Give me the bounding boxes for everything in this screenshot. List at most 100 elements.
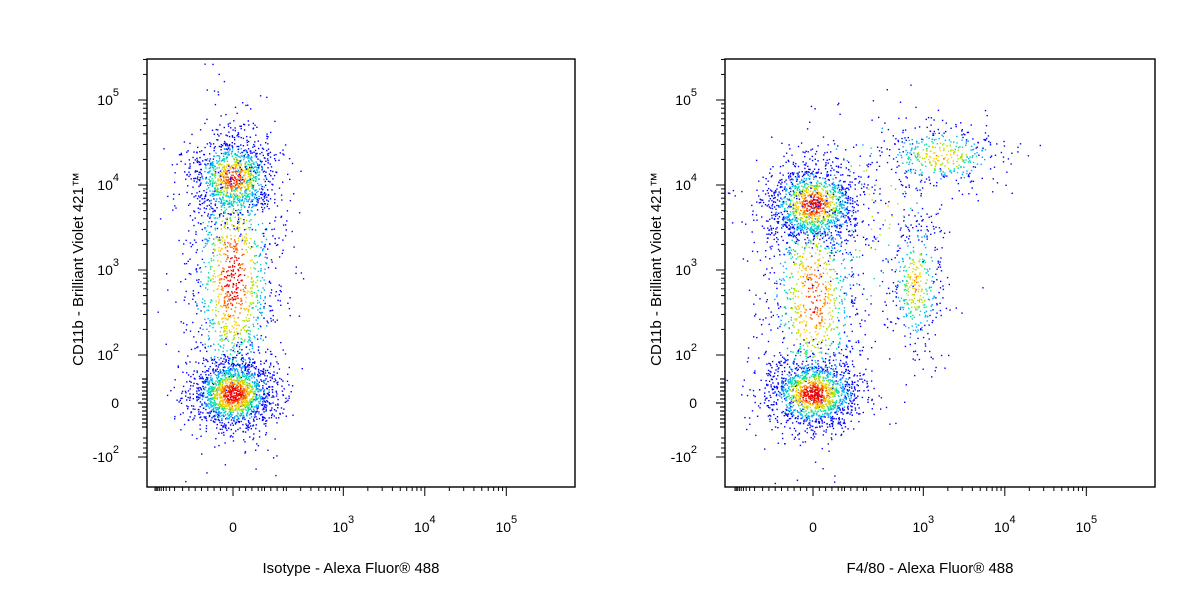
event-point (237, 196, 239, 198)
event-point (266, 149, 268, 152)
event-point (248, 199, 250, 201)
event-point (260, 193, 262, 195)
event-point (241, 268, 243, 270)
event-point (822, 177, 824, 179)
event-point (244, 166, 246, 168)
event-point (224, 396, 226, 399)
event-point (192, 293, 194, 295)
event-point (248, 204, 251, 206)
event-point (233, 317, 235, 319)
event-point (806, 219, 808, 221)
event-point (821, 237, 824, 239)
event-point (250, 409, 253, 411)
event-point (227, 387, 229, 389)
event-point (175, 301, 177, 303)
event-point (263, 157, 266, 159)
event-point (824, 219, 826, 221)
event-point (274, 198, 276, 201)
event-point (250, 159, 253, 161)
event-point (276, 455, 278, 457)
event-point (226, 218, 228, 221)
event-point (211, 243, 214, 245)
event-point (232, 440, 235, 442)
event-point (244, 240, 247, 242)
event-point (219, 369, 221, 371)
event-point (186, 151, 188, 153)
event-point (254, 337, 256, 339)
event-point (240, 200, 243, 202)
event-point (224, 182, 227, 184)
event-point (225, 386, 227, 388)
event-point (243, 405, 245, 407)
event-point (251, 344, 253, 347)
event-point (216, 189, 218, 191)
event-point (255, 397, 257, 399)
event-point (263, 279, 265, 281)
event-point (902, 193, 904, 195)
event-point (282, 380, 284, 382)
event-point (769, 198, 771, 200)
event-point (274, 321, 276, 323)
event-point (241, 385, 243, 387)
event-points (157, 63, 305, 483)
event-point (812, 174, 815, 176)
event-point (253, 242, 255, 244)
event-point (282, 249, 284, 251)
event-point (222, 312, 225, 315)
event-point (243, 290, 245, 293)
event-point (265, 359, 267, 362)
event-point (230, 269, 233, 272)
event-point (207, 317, 209, 320)
event-point (205, 374, 207, 376)
event-point (826, 186, 828, 188)
event-point (856, 195, 858, 198)
event-point (209, 400, 211, 402)
event-point (209, 365, 211, 368)
event-point (225, 200, 227, 202)
event-point (195, 231, 197, 233)
event-point (254, 262, 256, 265)
event-point (245, 149, 247, 151)
event-point (223, 199, 225, 201)
event-point (217, 161, 219, 163)
event-point (230, 373, 233, 376)
event-point (207, 335, 210, 337)
event-point (235, 368, 238, 370)
event-point (854, 223, 856, 226)
event-point (811, 193, 814, 196)
event-point (252, 180, 255, 182)
event-point (232, 363, 235, 365)
event-point (284, 235, 287, 237)
event-point (229, 178, 232, 180)
event-point (243, 391, 245, 393)
event-point (262, 203, 264, 206)
event-point (218, 323, 220, 325)
event-point (265, 176, 267, 179)
event-point (803, 198, 806, 200)
event-point (215, 370, 217, 372)
event-point (220, 179, 222, 181)
event-point (233, 277, 235, 279)
event-point (217, 403, 219, 405)
event-point (255, 368, 257, 370)
event-point (267, 200, 270, 202)
event-point (214, 187, 216, 189)
event-point (258, 352, 261, 354)
event-point (265, 184, 267, 186)
event-point (272, 319, 274, 321)
event-point (227, 285, 230, 288)
event-point (879, 188, 881, 190)
event-point (263, 193, 265, 195)
event-point (241, 391, 243, 393)
event-point (246, 389, 248, 392)
event-point (235, 421, 238, 423)
event-point (834, 247, 836, 249)
event-point (797, 187, 799, 189)
event-point (256, 334, 258, 336)
event-point (814, 232, 817, 235)
event-point (232, 358, 234, 361)
event-point (206, 412, 209, 414)
event-point (232, 164, 235, 166)
event-point (260, 404, 263, 406)
event-point (241, 401, 244, 403)
